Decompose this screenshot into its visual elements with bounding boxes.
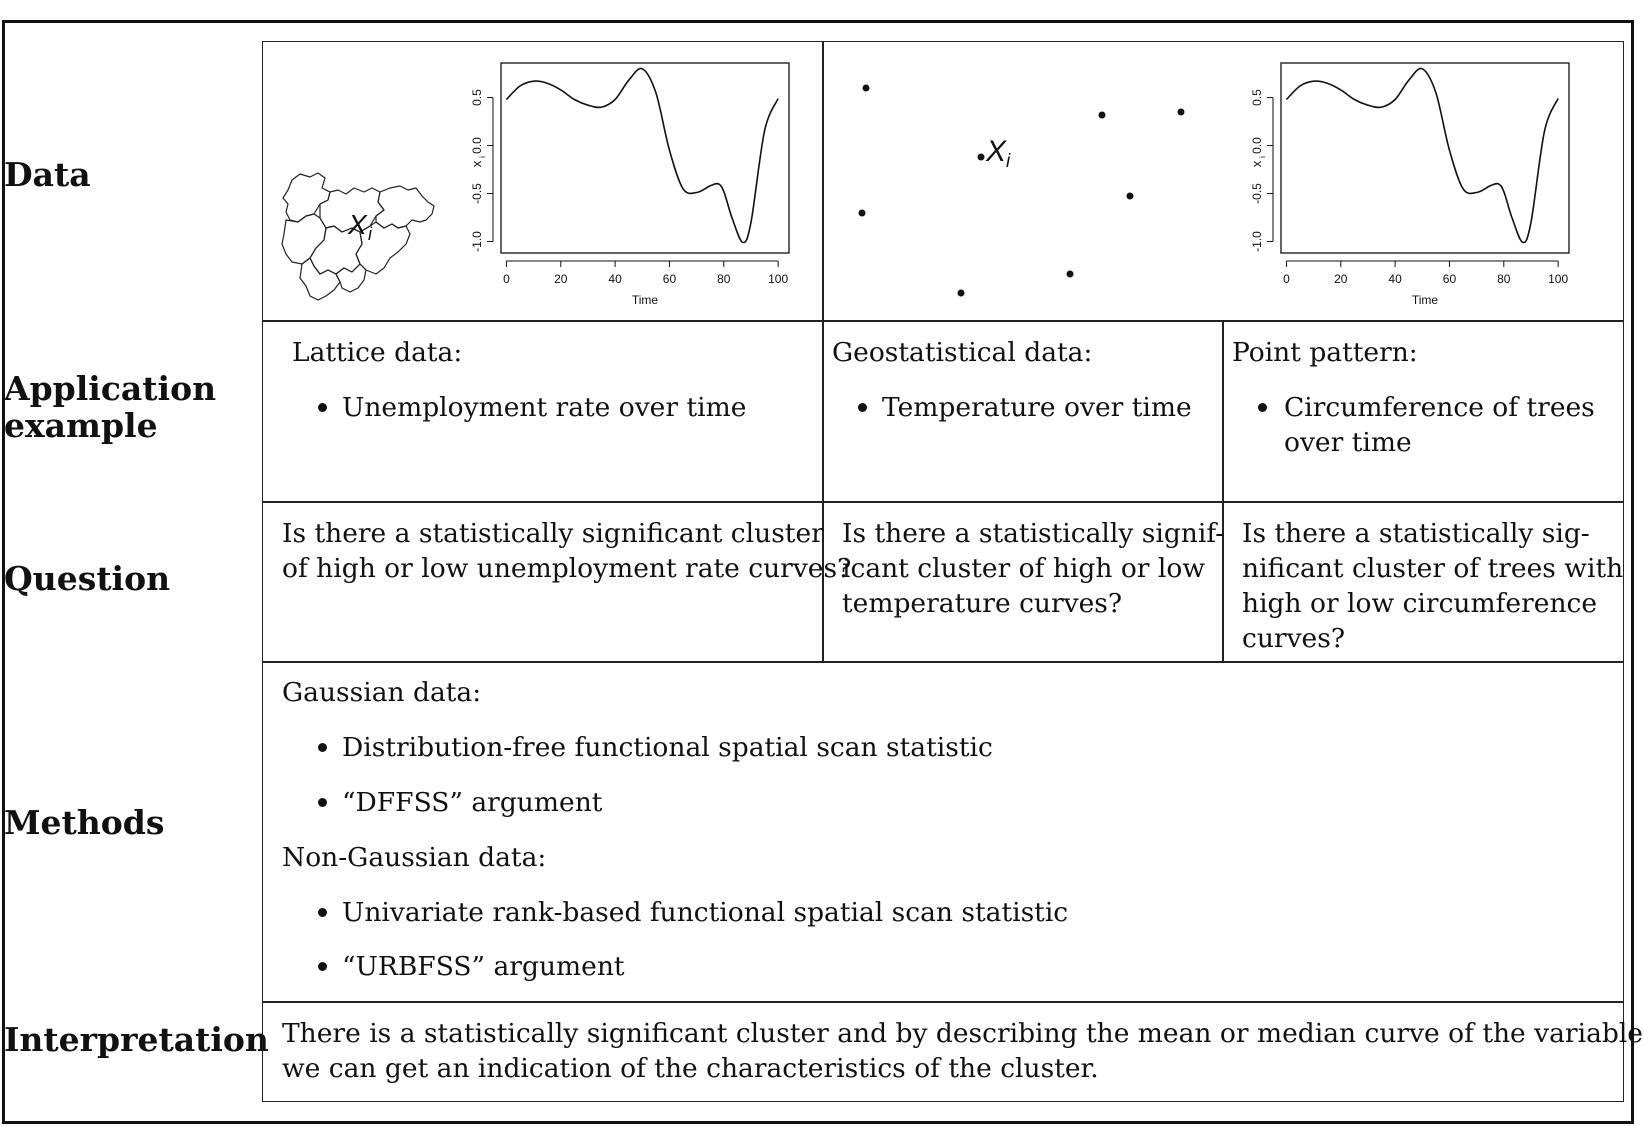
y-tick-label: -1.0 [470,231,484,252]
site-point [1178,109,1185,116]
methods-nongaussian-item2-text: “URBFSS” argument [342,951,625,982]
row-label-methods: Methods [4,804,164,841]
methods-gaussian-item2-text: “DFFSS” argument [342,787,602,818]
y-tick-label: 0.0 [1250,137,1264,154]
application-point-item-line2: over time [1284,425,1412,460]
map-region [282,214,326,264]
interpretation-line1: There is a statistically significant clu… [282,1016,1602,1051]
map-region [300,258,340,300]
bullet-icon [318,908,327,917]
question-lattice-line1: Is there a statistically significant clu… [282,516,804,551]
y-tick-label: -0.5 [470,183,484,204]
methods-nongaussian-heading: Non-Gaussian data: [282,840,546,875]
y-tick-label: -1.0 [1250,231,1264,252]
question-geo-line3: temperature curves? [842,586,1122,621]
bullet-icon [1258,403,1267,412]
site-point [1067,271,1074,278]
x-tick-label: 80 [717,272,731,286]
bullet-icon [318,962,327,971]
y-axis-title-sub: i [478,156,487,158]
lattice-map-label-sub: i [368,224,373,244]
lattice-time-plot: 0 20 40 60 80 100 0.5 0.0 -0.5 -1.0 Time xi [450,48,815,320]
map-region [376,186,434,228]
plot-frame [1281,63,1569,253]
application-point-item [1258,390,1282,425]
bullet-icon [318,798,327,807]
point-time-plot: 0 20 40 60 80 100 0.5 0.0 -0.5 -1.0 Time xi [1230,48,1595,320]
y-axis-title-sub: i [1258,156,1267,158]
application-lattice-heading: Lattice data: [292,335,462,370]
site-point [1127,193,1134,200]
application-lattice-item-text: Unemployment rate over time [342,392,746,423]
x-tick-label: 20 [554,272,568,286]
geostatistical-points: X i [824,43,1224,320]
methods-nongaussian-item1: Univariate rank-based functional spatial… [318,895,1068,930]
site-point [958,290,965,297]
point-label: X [985,135,1007,168]
series-line [1286,68,1558,242]
plot-frame [501,63,789,253]
application-geo-item-text: Temperature over time [882,392,1192,423]
map-region [336,264,366,292]
row-label-application-2: example [4,407,158,444]
map-region [283,173,330,222]
x-tick-label: 0 [503,272,510,286]
methods-gaussian-item2: “DFFSS” argument [318,785,602,820]
application-geo-item: Temperature over time [858,390,1192,425]
lattice-map-label: X [347,209,368,240]
row-label-question: Question [4,560,170,597]
x-tick-label: 0 [1283,272,1290,286]
application-point-item-line1: Circumference of trees [1284,390,1602,425]
y-axis-title: x [1249,160,1264,167]
x-axis-title: Time [1412,293,1439,307]
application-geo-heading: Geostatistical data: [832,335,1092,370]
point-label-sub: i [1006,151,1011,172]
site-point [863,85,870,92]
lattice-map: X i [280,170,455,305]
bullet-icon [318,743,327,752]
x-tick-label: 100 [1548,272,1568,286]
site-point [1099,112,1106,119]
bullet-icon [858,403,867,412]
y-axis-title: x [469,160,484,167]
methods-nongaussian-item2: “URBFSS” argument [318,949,625,984]
site-point [859,210,866,217]
x-tick-label: 40 [608,272,622,286]
question-point-line1: Is there a statistically sig- [1242,516,1602,551]
y-tick-label: 0.5 [1250,89,1264,106]
x-axis-title: Time [632,293,659,307]
site-point [978,154,985,161]
question-point-line3: high or low circumference [1242,586,1602,621]
question-point-line4: curves? [1242,621,1345,656]
y-tick-label: 0.0 [470,137,484,154]
x-tick-label: 100 [768,272,788,286]
application-lattice-item: Unemployment rate over time [318,390,746,425]
x-tick-label: 40 [1388,272,1402,286]
question-geo-line1: Is there a statistically signif- [842,516,1204,551]
interpretation-line2: we can get an indication of the characte… [282,1051,1099,1086]
series-line [506,68,778,242]
row-label-application-1: Application [4,370,216,407]
x-tick-label: 60 [1443,272,1457,286]
methods-gaussian-item1-text: Distribution-free functional spatial sca… [342,732,993,763]
bullet-icon [318,403,327,412]
methods-gaussian-item1: Distribution-free functional spatial sca… [318,730,993,765]
question-geo-line2: icant cluster of high or low [842,551,1204,586]
y-tick-label: 0.5 [470,89,484,106]
x-tick-label: 80 [1497,272,1511,286]
row-label-interpretation: Interpretation [4,1021,269,1058]
question-lattice-line2: of high or low unemployment rate curves? [282,551,851,586]
x-tick-label: 60 [663,272,677,286]
question-point-line2: nificant cluster of trees with [1242,551,1602,586]
methods-nongaussian-item1-text: Univariate rank-based functional spatial… [342,897,1068,928]
row-label-data: Data [4,156,91,193]
x-tick-label: 20 [1334,272,1348,286]
y-tick-label: -0.5 [1250,183,1264,204]
application-point-heading: Point pattern: [1232,335,1418,370]
methods-gaussian-heading: Gaussian data: [282,675,481,710]
